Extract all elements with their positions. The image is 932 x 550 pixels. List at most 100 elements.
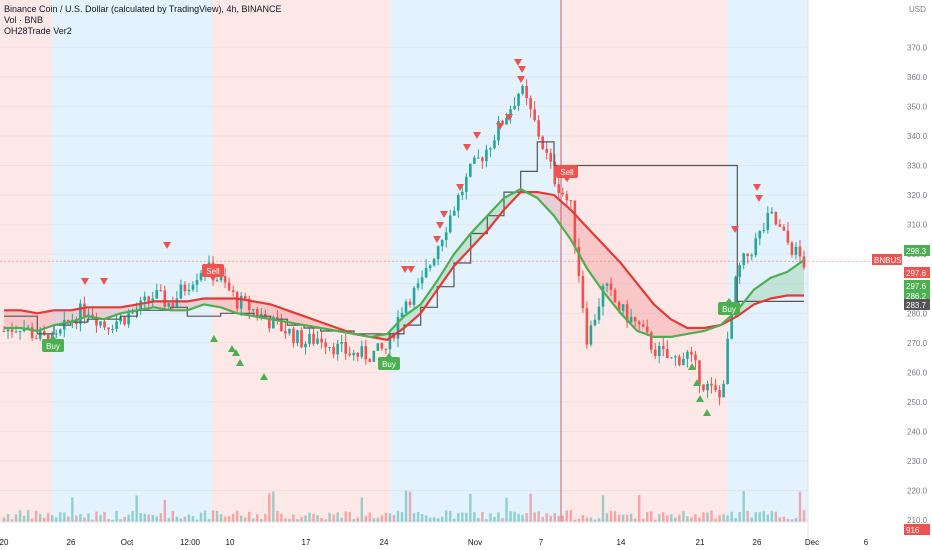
volume-bar xyxy=(461,512,464,522)
price-badge-text: 298.3 xyxy=(906,247,927,256)
candle-body xyxy=(34,337,38,339)
candle-body xyxy=(742,253,745,265)
candle-body xyxy=(537,120,540,137)
candle-body xyxy=(280,319,283,332)
volume-bar xyxy=(300,516,303,522)
signal-label-pointer xyxy=(50,335,56,339)
price-tick-label: 330.0 xyxy=(907,162,928,171)
candle-body xyxy=(127,313,130,325)
volume-bar xyxy=(10,519,14,522)
candle-body xyxy=(26,327,30,329)
volume-bar xyxy=(151,514,154,522)
indicator-fill xyxy=(404,304,421,328)
candle-body xyxy=(255,309,259,316)
price-tick-label: 310.0 xyxy=(907,221,928,230)
volume-bar xyxy=(239,515,243,522)
symbol-title[interactable]: Binance Coin / U.S. Dollar (calculated b… xyxy=(4,4,282,14)
volume-bar xyxy=(501,518,504,522)
candle-body xyxy=(308,333,311,344)
volume-bar xyxy=(770,511,774,522)
indicator-fill xyxy=(420,280,438,314)
indicator-fill xyxy=(437,254,454,290)
volume-bar xyxy=(605,513,609,522)
sell-triangle xyxy=(517,76,525,83)
candle-body xyxy=(649,332,653,350)
volume-bar xyxy=(207,519,211,522)
volume-bar xyxy=(38,513,42,522)
volume-bar xyxy=(231,513,235,522)
candle-body xyxy=(356,352,360,357)
price-tick-label: 240.0 xyxy=(907,427,928,436)
candle-body xyxy=(762,229,766,231)
buy-triangle xyxy=(210,335,218,342)
indicator-legend[interactable]: OH28Trade Ver2 xyxy=(4,26,72,36)
volume-bar xyxy=(465,512,468,522)
volume-bar xyxy=(497,512,500,522)
candle-body xyxy=(424,268,428,278)
volume-bar xyxy=(758,512,761,522)
candle-body xyxy=(187,289,191,292)
volume-bar xyxy=(481,511,484,522)
candle-body xyxy=(597,306,601,320)
candle-body xyxy=(408,301,412,305)
volume-bar xyxy=(790,519,794,522)
time-tick-label: Nov xyxy=(468,538,482,547)
volume-bar xyxy=(308,512,311,522)
volume-bar xyxy=(304,515,307,522)
price-badge-bg xyxy=(872,254,902,265)
volume-bar xyxy=(553,512,556,522)
price-badge: 286.2 xyxy=(904,290,930,301)
volume-bar xyxy=(119,519,122,522)
volume-bar xyxy=(545,513,548,522)
volume-bar xyxy=(272,491,275,522)
volume-bar xyxy=(609,510,613,522)
volume-bar xyxy=(227,516,231,522)
candle-body xyxy=(774,211,778,225)
volume-bar xyxy=(798,491,802,522)
volume-bar xyxy=(577,519,581,522)
volume-bar xyxy=(722,514,725,522)
volume-bar xyxy=(59,512,62,522)
volume-bar xyxy=(641,518,645,522)
volume-bar xyxy=(597,518,601,522)
volume-bar xyxy=(75,515,78,522)
volume-bar xyxy=(127,514,130,522)
candle-body xyxy=(565,194,569,201)
volume-legend[interactable]: Vol · BNB xyxy=(4,15,44,25)
price-tick-label: 270.0 xyxy=(907,339,928,348)
volume-bar xyxy=(746,510,749,522)
candle-body xyxy=(702,384,705,391)
buy-triangle xyxy=(693,379,701,386)
volume-bar xyxy=(581,515,585,522)
candle-body xyxy=(613,289,617,302)
volume-bar xyxy=(99,515,102,522)
candle-body xyxy=(489,148,492,150)
price-badge-bg xyxy=(904,299,930,310)
candle-body xyxy=(456,195,460,211)
candle-body xyxy=(54,333,58,335)
signal-label-buy: Buy xyxy=(378,353,400,370)
price-tick-label: 350.0 xyxy=(907,102,928,111)
buy-triangle xyxy=(236,359,244,366)
indicator-fill xyxy=(637,283,654,337)
candle-body xyxy=(352,352,356,356)
candle-body xyxy=(637,321,641,325)
signal-label-pointer xyxy=(726,298,732,302)
volume-bar xyxy=(388,513,392,522)
volume-bar xyxy=(573,519,577,522)
volume-bar xyxy=(284,518,287,522)
candle-body xyxy=(115,321,118,329)
volume-bar xyxy=(778,517,782,522)
candle-body xyxy=(633,317,637,322)
candle-body xyxy=(581,276,585,309)
indicator-fill xyxy=(54,310,71,326)
price-tick-label: 320.0 xyxy=(907,191,928,200)
time-axis[interactable]: 20 26 Oct 12:00 10 17 24 Nov 7 14 21 26 Dec 6 xyxy=(0,521,869,547)
candle-body xyxy=(30,327,34,338)
candle-body xyxy=(235,291,239,309)
volume-bar xyxy=(107,519,110,522)
volume-bar xyxy=(513,511,516,522)
candle-body xyxy=(344,341,348,354)
volume-bar xyxy=(83,517,86,522)
